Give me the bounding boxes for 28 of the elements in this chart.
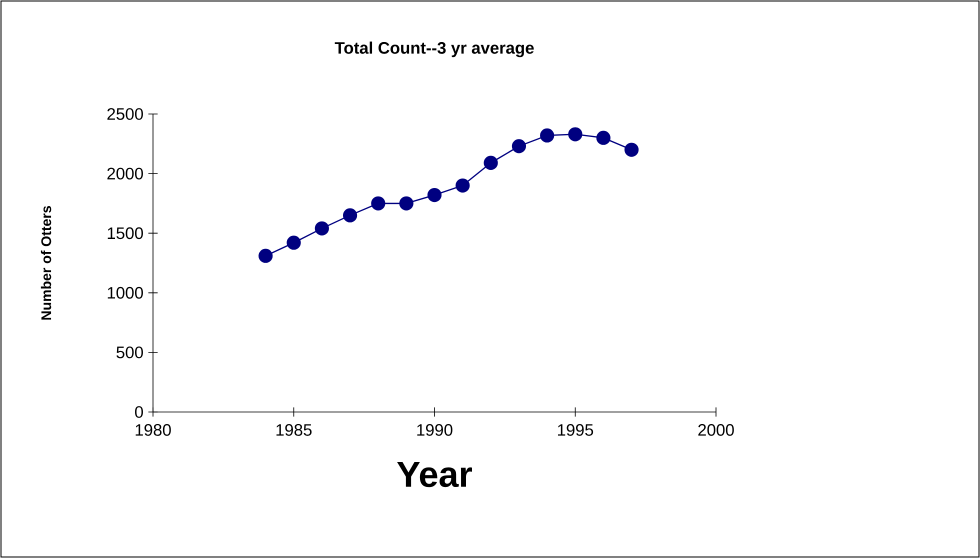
x-tick-label: 1990 xyxy=(417,424,452,436)
point xyxy=(399,196,414,210)
y-tick-label: 1000 xyxy=(108,286,143,299)
x-tick-label: 1995 xyxy=(558,424,594,436)
point xyxy=(314,221,329,236)
point xyxy=(342,208,358,222)
y-tick-label: 0 xyxy=(135,406,143,418)
x-tick-label: 1980 xyxy=(136,424,171,436)
y-tick-label: 500 xyxy=(116,346,143,358)
y-tick-label: 2000 xyxy=(107,168,143,180)
point xyxy=(427,188,442,202)
point xyxy=(286,236,301,250)
point xyxy=(456,178,470,193)
y-tick-label: 1500 xyxy=(108,227,143,240)
point xyxy=(568,127,582,142)
y-tick-label: 2500 xyxy=(107,108,143,120)
chart-title: Total Count--3 yr average xyxy=(334,42,534,58)
point xyxy=(624,142,639,157)
point xyxy=(540,128,554,143)
x-tick-label: 2000 xyxy=(698,424,734,436)
x-tick-label: 1985 xyxy=(276,424,312,436)
x-axis-title: Year xyxy=(397,462,472,488)
point xyxy=(596,130,610,145)
point xyxy=(371,196,386,210)
point xyxy=(512,139,526,154)
y-axis-title: Number of Otters xyxy=(40,206,52,320)
point xyxy=(258,248,273,263)
point xyxy=(484,156,498,170)
